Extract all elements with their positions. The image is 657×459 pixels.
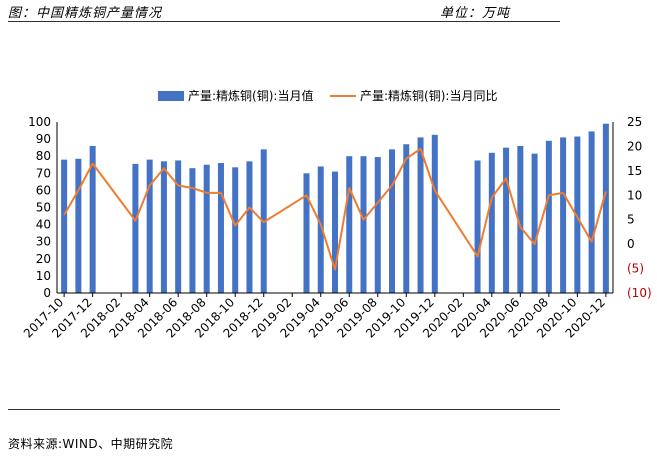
bar: [474, 160, 481, 293]
y-right-tick-label: 15: [627, 164, 642, 178]
bar: [132, 163, 139, 293]
bar: [431, 134, 438, 293]
source-note: 资料来源:WIND、中期研究院: [8, 437, 174, 451]
y-left-tick-label: 30: [36, 235, 51, 249]
y-left-tick-label: 10: [36, 269, 51, 283]
y-right-tick-label: (10): [627, 286, 652, 300]
bar: [332, 171, 338, 293]
y-left-tick-label: 80: [36, 149, 51, 163]
bar: [545, 140, 552, 293]
bar: [160, 161, 167, 293]
bar: [588, 131, 595, 293]
bar: [246, 161, 253, 293]
y-right-tick-label: 10: [627, 188, 642, 202]
y-left-tick-label: 20: [36, 252, 51, 266]
bar: [303, 173, 310, 293]
y-right-tick-label: (5): [627, 262, 644, 276]
y-right-tick-label: 5: [627, 213, 635, 227]
y-left-tick-label: 90: [36, 132, 51, 146]
bar: [531, 153, 538, 293]
bar: [360, 156, 367, 293]
y-right-tick-label: 20: [627, 139, 642, 153]
y-left-tick-label: 70: [36, 166, 51, 180]
unit-label: 单位：万吨: [440, 6, 511, 21]
bar: [317, 166, 324, 293]
bar: [203, 164, 210, 293]
bar: [89, 145, 96, 293]
top-divider: [8, 21, 560, 22]
bar: [417, 137, 424, 293]
bar: [389, 149, 396, 293]
y-left-tick-label: 50: [36, 201, 51, 215]
bar: [61, 159, 68, 293]
bar: [346, 156, 353, 293]
bottom-divider: [8, 409, 560, 410]
bar: [374, 157, 381, 293]
bar: [403, 144, 410, 293]
legend-label-bar: 产量:精炼铜(铜):当月值: [188, 88, 313, 103]
bar: [146, 159, 153, 293]
legend-label-line: 产量:精炼铜(铜):当月同比: [360, 88, 497, 103]
y-left-tick-label: 40: [36, 218, 51, 232]
bar: [517, 145, 524, 293]
bar: [75, 158, 82, 293]
bar: [232, 167, 239, 293]
y-left-tick-label: 0: [43, 286, 51, 300]
bar: [189, 168, 196, 293]
bar: [574, 136, 581, 293]
legend-swatch-bar: [158, 91, 184, 101]
bar: [217, 163, 224, 293]
y-left-tick-label: 100: [28, 115, 51, 129]
chart-caption: 图：中国精炼铜产量情况: [8, 6, 163, 21]
bar: [175, 160, 182, 293]
y-right-tick-label: 0: [627, 237, 635, 251]
bar: [488, 152, 495, 293]
y-left-tick-label: 60: [36, 183, 51, 197]
bar: [503, 147, 510, 293]
bar: [602, 123, 609, 294]
series-line: [63, 147, 607, 271]
bar: [560, 137, 567, 293]
y-right-tick-label: 25: [627, 115, 642, 129]
